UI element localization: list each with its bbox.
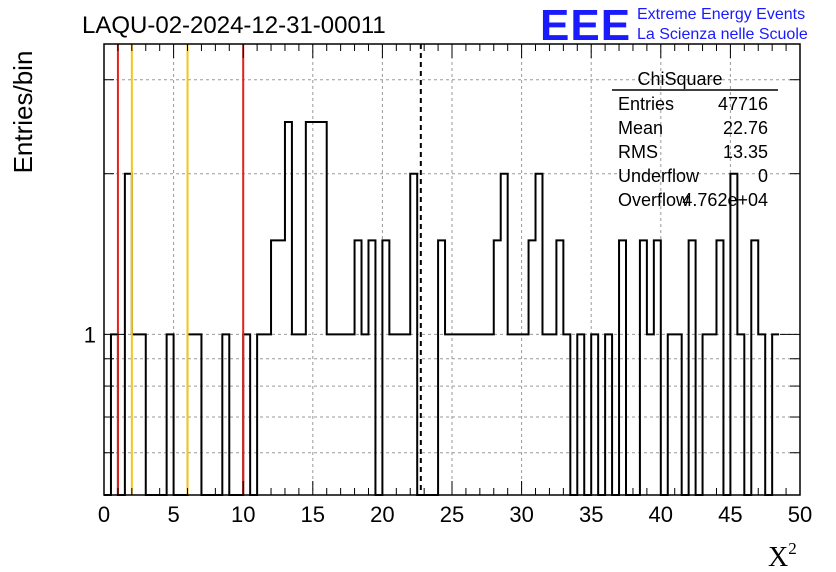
x-tick-label: 35 <box>579 502 603 527</box>
stats-label: Entries <box>618 94 674 114</box>
x-tick-label: 50 <box>788 502 812 527</box>
x-tick-label: 15 <box>301 502 325 527</box>
plot-area: 0 5 10 15 20 25 30 35 40 45 50 1 <box>84 43 812 527</box>
x-tick-label: 5 <box>167 502 179 527</box>
stats-value: 4.762e+04 <box>682 190 768 210</box>
org-line-1: Extreme Energy Events <box>637 6 805 23</box>
org-line-2: La Scienza nelle Scuole <box>637 26 808 43</box>
x-tick-label: 0 <box>98 502 110 527</box>
eee-logo: EEE <box>540 1 631 50</box>
x-tick-label: 25 <box>440 502 464 527</box>
histogram-series <box>104 120 780 496</box>
stats-value: 0 <box>758 166 768 186</box>
stats-label: Underflow <box>618 166 700 186</box>
stats-box: ChiSquare Entries 47716 Mean 22.76 RMS 13.35 U… <box>612 69 778 210</box>
run-title: LAQU-02-2024-12-31-00011 <box>82 12 386 39</box>
x-tick-label: 45 <box>718 502 742 527</box>
stats-label: RMS <box>618 142 658 162</box>
stats-label: Overflow <box>618 190 690 210</box>
stats-value: 47716 <box>718 94 768 114</box>
x-tick-label: 20 <box>370 502 394 527</box>
stats-label: Mean <box>618 118 663 138</box>
stats-value: 22.76 <box>723 118 768 138</box>
stats-title: ChiSquare <box>637 69 722 89</box>
stats-value: 13.35 <box>723 142 768 162</box>
x-axis-label-superscript: 2 <box>788 539 797 558</box>
x-tick-label: 10 <box>231 502 255 527</box>
x-axis-label-base: X <box>768 542 788 572</box>
y-tick-label: 1 <box>84 322 96 347</box>
y-axis-label: Entries/bin <box>8 51 38 174</box>
x-axis-label: X2 <box>768 539 797 572</box>
x-tick-label: 30 <box>509 502 533 527</box>
x-tick-label: 40 <box>649 502 673 527</box>
